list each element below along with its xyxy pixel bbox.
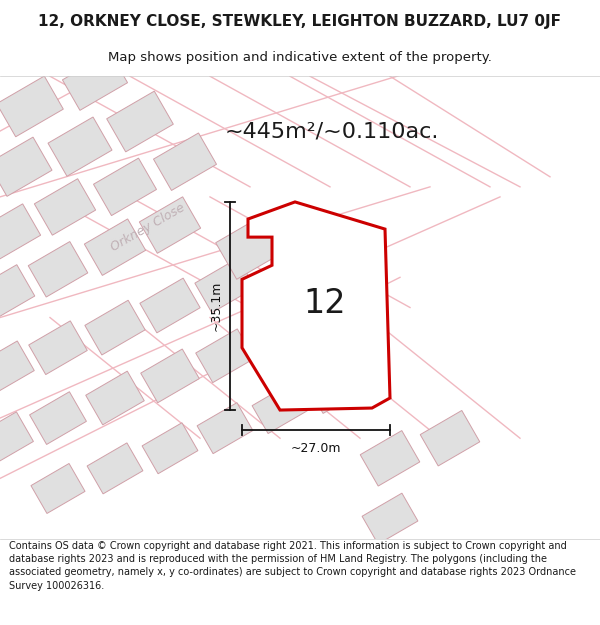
Text: Map shows position and indicative extent of the property.: Map shows position and indicative extent… <box>108 51 492 64</box>
Polygon shape <box>34 179 95 235</box>
Polygon shape <box>29 392 86 444</box>
Polygon shape <box>87 443 143 494</box>
Polygon shape <box>252 382 308 434</box>
Polygon shape <box>86 371 144 425</box>
Text: Orkney Close: Orkney Close <box>109 201 187 254</box>
Polygon shape <box>31 464 85 514</box>
Polygon shape <box>0 341 34 395</box>
Polygon shape <box>362 493 418 544</box>
Polygon shape <box>141 349 199 403</box>
Polygon shape <box>29 321 87 374</box>
Polygon shape <box>85 300 145 355</box>
Polygon shape <box>154 133 217 191</box>
Polygon shape <box>0 76 64 137</box>
Polygon shape <box>247 281 303 334</box>
Polygon shape <box>0 264 35 320</box>
Polygon shape <box>420 411 480 466</box>
Polygon shape <box>195 258 255 312</box>
Text: ~35.1m: ~35.1m <box>209 281 223 331</box>
Polygon shape <box>307 362 363 413</box>
Polygon shape <box>140 278 200 333</box>
Polygon shape <box>85 219 146 276</box>
Polygon shape <box>196 329 254 382</box>
Text: ~27.0m: ~27.0m <box>291 442 341 455</box>
Polygon shape <box>0 204 41 261</box>
Polygon shape <box>94 158 157 216</box>
Polygon shape <box>28 241 88 297</box>
Polygon shape <box>142 422 198 474</box>
Polygon shape <box>62 52 128 111</box>
Text: Contains OS data © Crown copyright and database right 2021. This information is : Contains OS data © Crown copyright and d… <box>9 541 576 591</box>
Polygon shape <box>107 91 173 152</box>
Polygon shape <box>251 309 309 362</box>
Text: 12, ORKNEY CLOSE, STEWKLEY, LEIGHTON BUZZARD, LU7 0JF: 12, ORKNEY CLOSE, STEWKLEY, LEIGHTON BUZ… <box>38 14 562 29</box>
Polygon shape <box>360 431 420 486</box>
Polygon shape <box>242 202 390 410</box>
Polygon shape <box>0 412 34 464</box>
Polygon shape <box>0 137 52 196</box>
Polygon shape <box>197 402 253 454</box>
Polygon shape <box>48 117 112 176</box>
Polygon shape <box>215 215 284 279</box>
Polygon shape <box>139 197 200 253</box>
Text: ~445m²/~0.110ac.: ~445m²/~0.110ac. <box>225 121 439 141</box>
Text: 12: 12 <box>304 288 346 321</box>
